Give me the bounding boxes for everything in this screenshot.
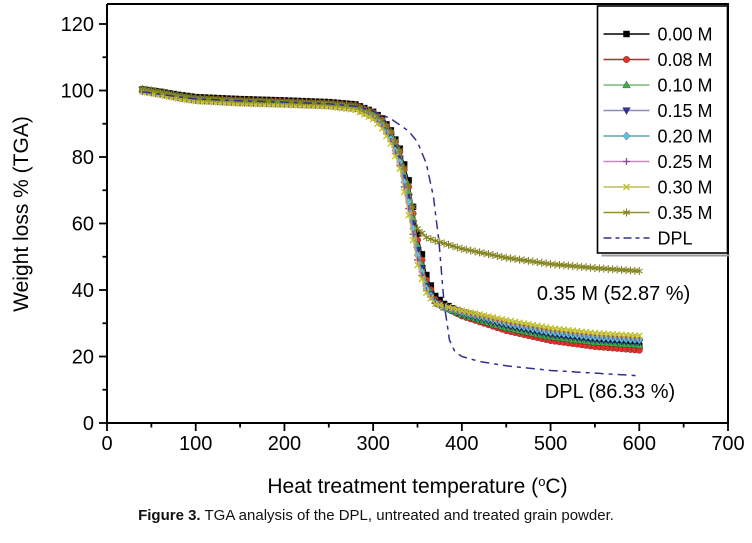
legend-label: 0.00 M <box>658 25 713 45</box>
legend-entry-0-30-m: 0.30 M <box>603 178 713 198</box>
legend-entry-0-08-m: 0.08 M <box>603 50 713 70</box>
series-dpl <box>142 91 640 377</box>
x-tick-labels: 0 100 200 300 400 500 600 700 <box>101 433 744 455</box>
legend-entry-0-10-m: 0.10 M <box>603 76 713 96</box>
series-0-35-m <box>138 84 643 276</box>
legend-label: 0.10 M <box>658 76 713 96</box>
legend-entry-dpl: DPL <box>603 229 693 249</box>
x-tick-label: 100 <box>179 433 212 455</box>
y-axis-label: Weight loss % (TGA) <box>10 116 33 312</box>
x-tick-label: 700 <box>711 433 744 455</box>
legend-entry-0-20-m: 0.20 M <box>603 127 713 147</box>
y-tick-label: 40 <box>72 280 94 302</box>
legend: 0.00 M 0.08 M 0.10 M 0.15 M 0.20 M 0.25 M 0.30… <box>596 5 730 257</box>
legend-label: 0.35 M <box>658 203 713 223</box>
chart-annotation: 0.35 M (52.87 %) <box>537 283 690 305</box>
x-tick-label: 500 <box>534 433 567 455</box>
legend-entry-0-00-m: 0.00 M <box>603 25 713 45</box>
legend-entry-0-25-m: 0.25 M <box>603 152 713 172</box>
x-tick-label: 0 <box>101 433 112 455</box>
legend-entry-0-15-m: 0.15 M <box>603 101 713 121</box>
y-tick-label: 80 <box>72 147 94 169</box>
legend-label: 0.25 M <box>658 152 713 172</box>
series-0-10-m <box>138 84 644 349</box>
series-0-08-m <box>138 86 643 354</box>
legend-label: 0.08 M <box>658 50 713 70</box>
chart-annotation: DPL (86.33 %) <box>545 381 675 403</box>
caption-text: TGA analysis of the DPL, untreated and t… <box>200 507 614 524</box>
plot-series <box>138 84 644 377</box>
y-tick-label: 0 <box>83 413 94 435</box>
y-tick-labels: 0 20 40 60 80 100 120 <box>61 14 94 435</box>
x-tick-label: 600 <box>623 433 656 455</box>
x-tick-label: 300 <box>356 433 389 455</box>
legend-entry-0-35-m: 0.35 M <box>603 203 713 223</box>
tga-chart: 0 100 200 300 400 500 600 700 0 20 40 60 80 100 120 Wei… <box>10 3 745 498</box>
legend-label: 0.30 M <box>658 178 713 198</box>
figure-caption: Figure 3. TGA analysis of the DPL, untre… <box>0 507 752 524</box>
ticks <box>99 23 729 431</box>
legend-label: 0.20 M <box>658 127 713 147</box>
caption-prefix: Figure 3. <box>138 507 201 524</box>
y-tick-label: 60 <box>72 214 94 236</box>
y-tick-label: 20 <box>72 347 94 369</box>
x-axis-label: Heat treatment temperature (oC) <box>267 474 567 498</box>
x-tick-label: 400 <box>445 433 478 455</box>
series-0-20-m <box>138 86 644 345</box>
legend-label: 0.15 M <box>658 101 713 121</box>
series-0-15-m <box>138 86 644 347</box>
y-tick-label: 120 <box>61 14 94 36</box>
series-0-00-m <box>139 86 643 350</box>
legend-label: DPL <box>658 229 693 249</box>
x-tick-label: 200 <box>268 433 301 455</box>
y-tick-label: 100 <box>61 81 94 103</box>
